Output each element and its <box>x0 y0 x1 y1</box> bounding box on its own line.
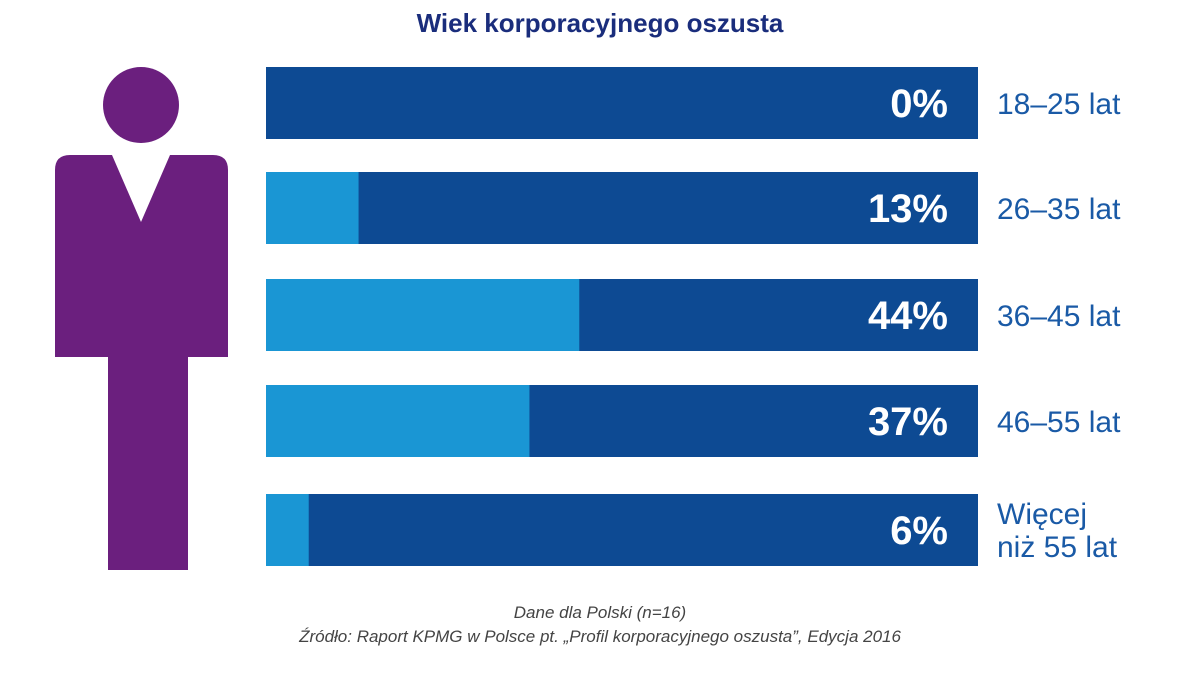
bar-fill <box>266 385 530 457</box>
category-label: 18–25 lat <box>997 88 1121 121</box>
chart-title: Wiek korporacyjnego oszusta <box>416 8 784 38</box>
person-icon <box>55 67 228 570</box>
bar-fill <box>266 172 359 244</box>
value-label: 37% <box>868 400 948 444</box>
category-label: niż 55 lat <box>997 531 1118 564</box>
bar-track <box>266 494 978 566</box>
bar-fill <box>266 494 309 566</box>
category-label: 26–35 lat <box>997 193 1121 226</box>
value-label: 44% <box>868 294 948 338</box>
bar-track <box>266 172 978 244</box>
category-label: 36–45 lat <box>997 300 1121 333</box>
footer-source: Źródło: Raport KPMG w Polsce pt. „Profil… <box>299 627 901 646</box>
value-label: 13% <box>868 187 948 231</box>
value-label: 6% <box>890 509 948 553</box>
footer-note: Dane dla Polski (n=16) <box>513 603 687 622</box>
category-label: 46–55 lat <box>997 406 1121 439</box>
category-label: Więcej <box>997 498 1087 531</box>
bar-fill <box>266 279 580 351</box>
bar-track <box>266 67 978 139</box>
value-label: 0% <box>890 82 948 126</box>
